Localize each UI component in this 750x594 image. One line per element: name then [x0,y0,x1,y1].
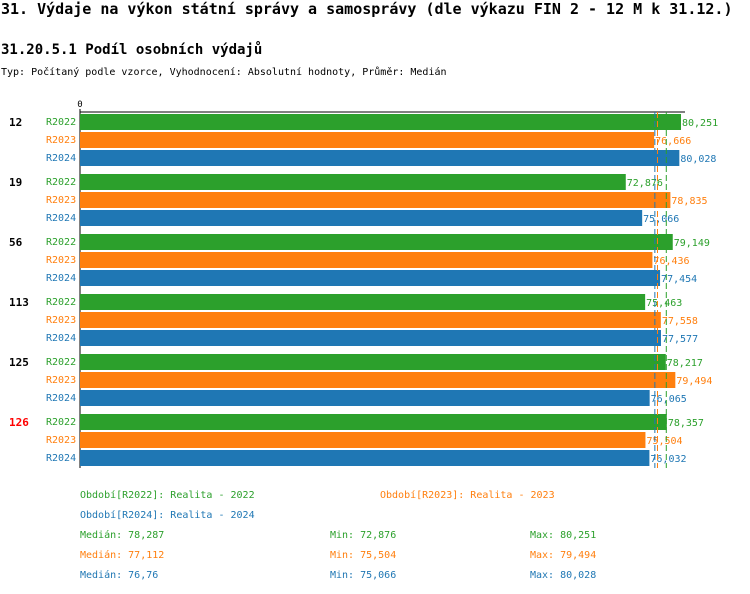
bar-value-label: 79,494 [676,376,712,387]
bar [80,174,626,190]
category-label: 125 [9,356,29,369]
series-label: R2022 [46,417,76,428]
series-label: R2023 [46,315,76,326]
min-r2022: Min: 72,876 [330,530,397,541]
max-r2024: Max: 80,028 [530,570,597,581]
series-label: R2024 [46,213,76,224]
series-label: R2022 [46,357,76,368]
median-r2022: Medián: 78,287 [80,530,165,541]
bar-value-label: 72,876 [627,178,663,189]
bar-value-label: 78,357 [668,418,704,429]
category-label: 56 [9,236,23,249]
bar-value-label: 75,066 [643,214,679,225]
bar [80,150,680,166]
bar [80,414,667,430]
chart-info: Typ: Počítaný podle vzorce, Vyhodnocení:… [1,67,447,78]
bar-value-label: 77,454 [661,274,697,285]
series-label: R2022 [46,237,76,248]
axis-zero-label: 0 [77,100,82,110]
bar-value-label: 77,577 [662,334,698,345]
bar [80,132,655,148]
bar [80,330,661,346]
bar-value-label: 76,032 [650,454,686,465]
bar [80,270,661,286]
series-label: R2022 [46,297,76,308]
bar-value-label: 75,463 [646,298,682,309]
median-r2024: Medián: 76,76 [80,570,159,581]
series-label: R2023 [46,255,76,266]
legend-period-r2023: Období[R2023]: Realita - 2023 [380,490,555,501]
bar [80,450,650,466]
page-title: 31. Výdaje na výkon státní správy a samo… [1,0,733,18]
category-label: 113 [9,296,29,309]
bar [80,372,676,388]
min-r2023: Min: 75,504 [330,550,397,561]
series-label: R2022 [46,177,76,188]
legend-period-r2022: Období[R2022]: Realita - 2022 [80,490,255,501]
series-label: R2024 [46,153,76,164]
bar-value-label: 78,217 [667,358,703,369]
median-r2023: Medián: 77,112 [80,550,165,561]
series-label: R2024 [46,273,76,284]
series-label: R2024 [46,333,76,344]
bar [80,252,653,268]
bar-value-label: 80,251 [682,118,718,129]
bar-value-label: 75,504 [646,436,682,447]
category-label: 126 [9,416,29,429]
bar-value-label: 77,558 [662,316,698,327]
series-label: R2023 [46,135,76,146]
min-r2024: Min: 75,066 [330,570,397,581]
bar-value-label: 79,149 [674,238,710,249]
bar-chart: 0 12 R2022 80,251 R2023 76,666 R2024 80,028 19 R2… [9,100,718,468]
bar [80,234,673,250]
bar-value-label: 78,835 [671,196,707,207]
series-label: R2022 [46,117,76,128]
series-label: R2024 [46,453,76,464]
bar [80,390,650,406]
bar [80,432,646,448]
bar-value-label: 76,666 [655,136,691,147]
series-label: R2023 [46,435,76,446]
bar-value-label: 76,436 [653,256,689,267]
max-r2022: Max: 80,251 [530,530,597,541]
series-label: R2024 [46,393,76,404]
bar [80,354,666,370]
bar-value-label: 76,065 [651,394,687,405]
category-label: 19 [9,176,22,189]
bar-value-label: 80,028 [680,154,716,165]
max-r2023: Max: 79,494 [530,550,597,561]
series-label: R2023 [46,195,76,206]
bar [80,294,646,310]
legend-period-r2024: Období[R2024]: Realita - 2024 [80,510,255,521]
bar [80,312,661,328]
series-label: R2023 [46,375,76,386]
bar [80,192,671,208]
bar [80,210,643,226]
bar [80,114,681,130]
category-label: 12 [9,116,22,129]
chart-subtitle: 31.20.5.1 Podíl osobních výdajů [1,42,263,58]
